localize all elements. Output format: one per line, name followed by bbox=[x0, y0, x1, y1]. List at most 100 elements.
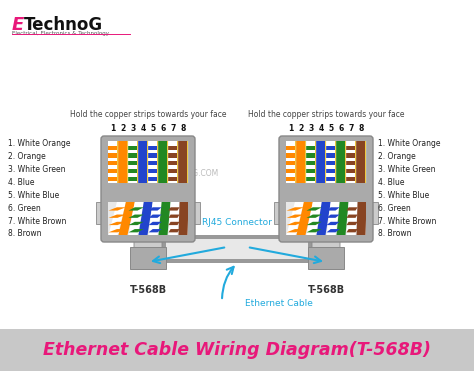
Polygon shape bbox=[158, 202, 171, 235]
Polygon shape bbox=[109, 214, 126, 218]
Polygon shape bbox=[109, 222, 126, 225]
Text: T-568B: T-568B bbox=[308, 285, 345, 295]
Polygon shape bbox=[109, 202, 126, 235]
Bar bbox=[128, 169, 137, 173]
Polygon shape bbox=[168, 229, 180, 232]
Text: 1: 1 bbox=[288, 124, 293, 133]
Polygon shape bbox=[148, 222, 162, 225]
Polygon shape bbox=[148, 202, 162, 235]
Text: 7: 7 bbox=[348, 124, 354, 133]
Text: 4: 4 bbox=[140, 124, 146, 133]
Bar bbox=[179, 141, 188, 183]
Text: E: E bbox=[12, 16, 24, 34]
Bar bbox=[138, 141, 147, 183]
Bar bbox=[327, 153, 336, 158]
Bar bbox=[327, 161, 336, 165]
Bar bbox=[168, 153, 177, 158]
Polygon shape bbox=[109, 229, 126, 232]
Bar bbox=[109, 146, 118, 150]
Text: 6. Green: 6. Green bbox=[378, 204, 411, 213]
Bar bbox=[307, 153, 316, 158]
Polygon shape bbox=[286, 222, 304, 225]
Polygon shape bbox=[148, 207, 162, 211]
Text: 1. White Orange: 1. White Orange bbox=[378, 139, 440, 148]
Text: 7. White Brown: 7. White Brown bbox=[378, 217, 437, 226]
Polygon shape bbox=[128, 202, 144, 235]
Bar bbox=[286, 141, 366, 183]
Polygon shape bbox=[168, 202, 180, 235]
Bar bbox=[346, 177, 356, 181]
Bar bbox=[192, 202, 200, 224]
Bar bbox=[356, 141, 365, 183]
Text: 8. Brown: 8. Brown bbox=[378, 230, 411, 239]
Bar bbox=[286, 146, 295, 150]
Bar bbox=[168, 161, 177, 165]
Text: 2: 2 bbox=[298, 124, 304, 133]
Text: 3. White Green: 3. White Green bbox=[8, 165, 65, 174]
FancyBboxPatch shape bbox=[279, 136, 373, 242]
Bar bbox=[0, 329, 474, 371]
Polygon shape bbox=[307, 214, 322, 218]
Polygon shape bbox=[346, 207, 357, 211]
Text: 8: 8 bbox=[180, 124, 186, 133]
Text: T-568B: T-568B bbox=[129, 285, 166, 295]
Bar bbox=[308, 247, 344, 269]
Bar bbox=[286, 177, 295, 181]
Bar bbox=[286, 153, 295, 158]
Bar bbox=[346, 146, 356, 150]
FancyBboxPatch shape bbox=[134, 235, 162, 253]
Polygon shape bbox=[356, 202, 366, 235]
Bar bbox=[128, 161, 137, 165]
Bar bbox=[286, 161, 295, 165]
Polygon shape bbox=[346, 214, 357, 218]
Bar bbox=[148, 141, 157, 183]
Text: 6: 6 bbox=[160, 124, 165, 133]
Bar bbox=[109, 161, 118, 165]
Bar bbox=[148, 161, 157, 165]
Bar bbox=[274, 202, 282, 224]
Text: 8: 8 bbox=[358, 124, 364, 133]
Bar bbox=[128, 153, 137, 158]
Bar bbox=[118, 141, 128, 183]
Bar bbox=[108, 202, 188, 235]
Bar bbox=[327, 146, 336, 150]
Bar bbox=[168, 169, 177, 173]
Polygon shape bbox=[148, 229, 162, 232]
Text: 5. White Blue: 5. White Blue bbox=[8, 191, 59, 200]
Bar bbox=[346, 169, 356, 173]
Bar bbox=[108, 141, 188, 183]
Text: 1: 1 bbox=[110, 124, 116, 133]
Polygon shape bbox=[286, 229, 304, 232]
Text: 2. Orange: 2. Orange bbox=[8, 152, 46, 161]
Polygon shape bbox=[286, 214, 304, 218]
Text: 3. White Green: 3. White Green bbox=[378, 165, 436, 174]
Bar bbox=[337, 141, 346, 183]
Text: 4. Blue: 4. Blue bbox=[8, 178, 35, 187]
Text: 4. Blue: 4. Blue bbox=[378, 178, 404, 187]
Bar bbox=[327, 169, 336, 173]
Bar bbox=[168, 177, 177, 181]
Text: 6. Green: 6. Green bbox=[8, 204, 41, 213]
Polygon shape bbox=[337, 202, 349, 235]
Bar bbox=[168, 141, 177, 183]
Text: Hold the copper strips towards your face: Hold the copper strips towards your face bbox=[70, 110, 226, 119]
Polygon shape bbox=[346, 229, 357, 232]
Polygon shape bbox=[307, 222, 322, 225]
Bar bbox=[128, 146, 137, 150]
Text: 2: 2 bbox=[120, 124, 126, 133]
Polygon shape bbox=[307, 207, 322, 211]
Bar bbox=[307, 161, 316, 165]
Bar bbox=[307, 146, 316, 150]
Text: 2. Orange: 2. Orange bbox=[378, 152, 416, 161]
Bar bbox=[128, 141, 137, 183]
Polygon shape bbox=[128, 229, 144, 232]
Text: 7. White Brown: 7. White Brown bbox=[8, 217, 66, 226]
Polygon shape bbox=[138, 202, 153, 235]
Polygon shape bbox=[128, 214, 144, 218]
Polygon shape bbox=[128, 207, 144, 211]
Polygon shape bbox=[327, 229, 340, 232]
Bar bbox=[317, 141, 326, 183]
Polygon shape bbox=[118, 202, 135, 235]
Bar bbox=[307, 177, 316, 181]
Bar bbox=[109, 169, 118, 173]
